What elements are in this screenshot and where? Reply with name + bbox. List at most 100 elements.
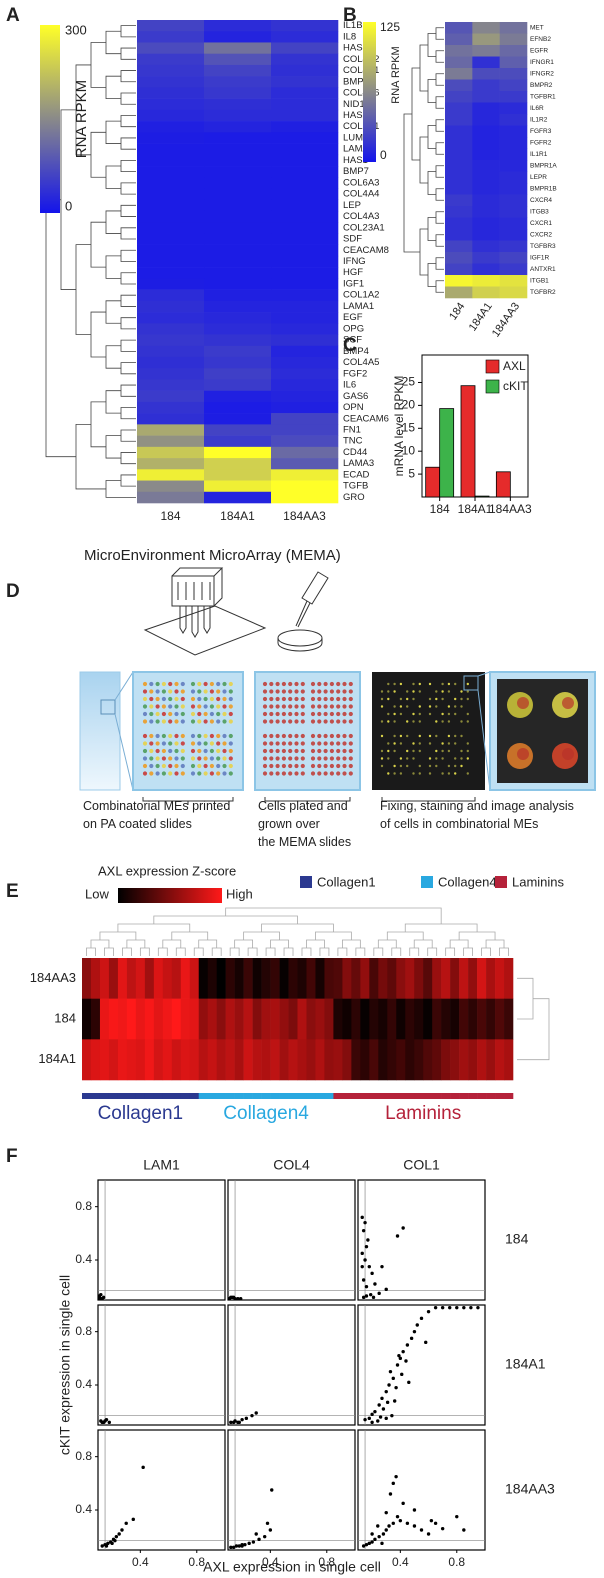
cell-point	[244, 1416, 249, 1421]
dendrogram-branch	[234, 939, 254, 948]
cell-point	[476, 1305, 480, 1310]
array-dot	[216, 756, 221, 761]
cell-point	[106, 1541, 110, 1546]
heatmap-cell	[108, 998, 119, 1040]
cell-point	[104, 1544, 109, 1548]
row-label: CXCR1	[530, 220, 552, 227]
array-dot	[336, 689, 341, 694]
heatmap-cell	[472, 91, 500, 103]
array-dot	[329, 719, 334, 724]
group-bar-segment	[405, 1093, 415, 1099]
cell-point	[401, 1226, 405, 1230]
heatmap-cell	[271, 323, 339, 335]
heatmap-cell	[252, 958, 262, 999]
heatmap-cell	[423, 958, 433, 999]
group-bar-segment	[414, 1093, 424, 1099]
array-dot	[216, 748, 221, 754]
heatmap-cell	[315, 1039, 325, 1081]
array-dot	[228, 719, 233, 724]
row-label: HAS2	[343, 110, 368, 121]
array-dot	[454, 682, 457, 686]
array-dot	[216, 763, 221, 769]
heatmap-cell	[445, 125, 473, 138]
array-dot	[441, 712, 444, 716]
array-dot	[216, 711, 221, 717]
cell-point	[243, 1542, 247, 1547]
heatmap-cell	[445, 79, 473, 92]
heatmap-cell	[288, 1039, 298, 1081]
cell-point	[440, 1305, 445, 1310]
heatmap-cell	[204, 278, 272, 290]
heatmap-cell	[499, 33, 528, 46]
row-label: EFNB2	[530, 36, 551, 43]
heatmap-cell	[271, 76, 339, 88]
cell-point	[433, 1305, 438, 1310]
heatmap-cell	[144, 1039, 155, 1081]
array-dot	[168, 704, 173, 709]
array-dot	[336, 741, 341, 746]
dendrogram-branch	[377, 939, 397, 948]
array-dot	[209, 704, 214, 709]
colorbar	[40, 25, 60, 213]
array-dot	[393, 764, 396, 768]
x-tick-label: 0.8	[318, 1555, 335, 1569]
array-dot	[168, 763, 173, 769]
x-tick-label: 0.4	[132, 1555, 149, 1569]
array-dot	[317, 771, 322, 776]
array-dot	[216, 771, 221, 776]
dendrogram-branch	[90, 311, 106, 358]
heatmap-cell	[499, 275, 528, 287]
array-dot	[406, 697, 409, 701]
heatmap-cell	[137, 312, 205, 324]
array-dot	[275, 771, 280, 776]
cell-point	[381, 1532, 386, 1536]
array-dot	[197, 771, 202, 776]
array-dot	[216, 704, 221, 709]
array-dot	[336, 719, 341, 724]
row-label: BMPR2	[530, 82, 553, 89]
array-dot	[342, 756, 347, 761]
array-dot	[387, 690, 390, 693]
dendrogram-branch	[90, 401, 106, 448]
heatmap-cell	[499, 45, 528, 57]
heatmap-cell	[279, 958, 289, 999]
heatmap-cell	[472, 171, 500, 184]
heatmap-cell	[351, 998, 361, 1040]
dendrogram-branch	[86, 947, 96, 956]
array-dot	[281, 719, 286, 724]
heatmap-cell	[499, 102, 528, 115]
heatmap-cell	[108, 958, 119, 999]
heatmap-cell	[271, 413, 339, 425]
cell-point	[229, 1420, 233, 1425]
heatmap-cell	[414, 958, 424, 999]
cell-point	[100, 1544, 104, 1548]
heatmap-cell	[204, 334, 272, 347]
array-dot	[149, 681, 154, 687]
array-dot	[197, 756, 202, 761]
heatmap-cell	[137, 424, 205, 436]
array-dot	[149, 733, 154, 739]
heatmap-cell	[204, 121, 272, 133]
heatmap-cell	[137, 109, 205, 122]
array-dot	[412, 682, 415, 686]
dendrogram-branch	[265, 947, 276, 956]
row-label: COL4A6	[343, 88, 379, 99]
legend-label: Collagen1	[317, 874, 376, 889]
array-dot	[222, 748, 227, 754]
array-dot	[435, 734, 438, 738]
group-bar-segment	[333, 1093, 343, 1099]
array-dot	[142, 689, 148, 694]
group-bar-segment	[306, 1093, 316, 1099]
heatmap-cell	[315, 958, 325, 999]
array-dot	[228, 763, 233, 769]
heatmap-cell	[137, 401, 205, 414]
array-dot	[460, 690, 463, 693]
cell-point	[240, 1417, 244, 1422]
array-dot	[348, 704, 353, 709]
array-dot	[149, 763, 154, 769]
array-dot	[288, 733, 293, 739]
cell-point	[370, 1532, 374, 1536]
group-bar-segment	[135, 1093, 146, 1099]
array-dot	[262, 741, 268, 746]
